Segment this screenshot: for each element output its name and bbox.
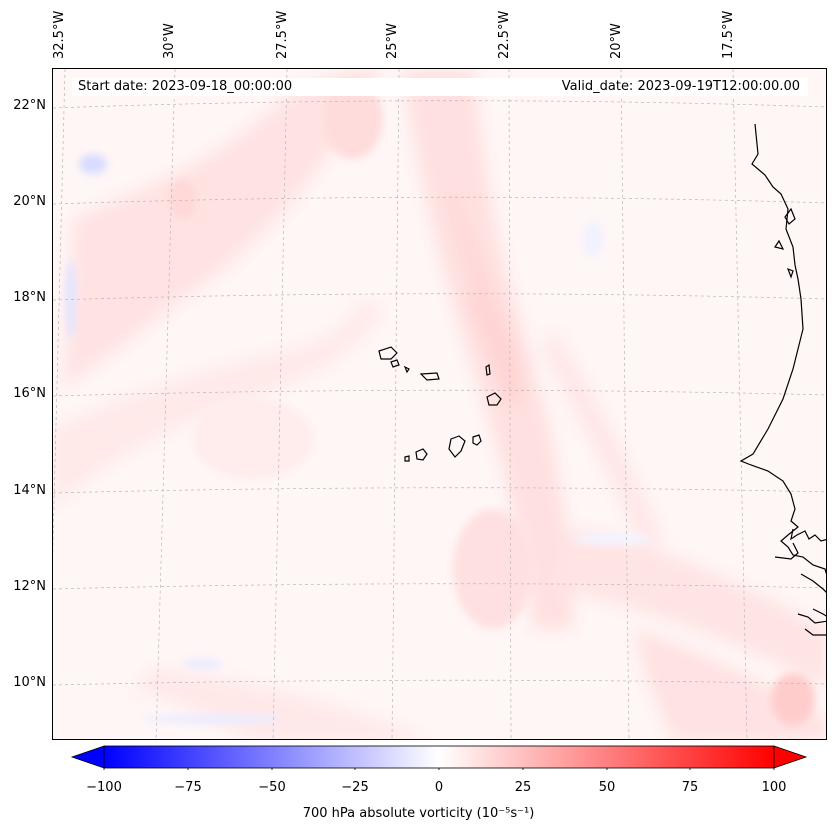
lon-label-22-5w: 22.5°W (497, 10, 512, 59)
lon-label-25w: 25°W (385, 23, 400, 59)
vorticity-map (52, 68, 827, 740)
positive-vorticity-bands (53, 69, 826, 739)
colorbar-tick-label: −50 (258, 780, 286, 795)
colorbar-tick-label: −75 (174, 780, 202, 795)
lat-label-12n: 12°N (13, 579, 46, 594)
date-info-bar: Start date: 2023-09-18_00:00:00 Valid_da… (72, 78, 808, 96)
colorbar-gradient (103, 745, 775, 769)
start-date-text: Start date: 2023-09-18_00:00:00 (78, 79, 293, 94)
coastlines (378, 123, 826, 636)
colorbar-tick-label: 0 (434, 780, 444, 795)
lon-label-17-5w: 17.5°W (721, 10, 736, 59)
lat-label-14n: 14°N (13, 483, 46, 498)
colorbar-tick-label: 50 (598, 780, 616, 795)
local-vorticity-features (169, 79, 815, 725)
colorbar-strip (70, 745, 808, 770)
lat-label-16n: 16°N (13, 386, 46, 401)
lat-label-10n: 10°N (13, 675, 46, 690)
colorbar-tick-label: −100 (86, 780, 122, 795)
colorbar-max-extend (773, 745, 808, 769)
negative-vorticity-features (66, 154, 653, 724)
valid-date-text: Valid_date: 2023-09-19T12:00:00.00 (561, 79, 800, 94)
colorbar-label: 700 hPa absolute vorticity (10⁻⁵s⁻¹) (302, 806, 535, 821)
colorbar-min-extend (70, 745, 105, 769)
lat-label-20n: 20°N (13, 194, 46, 209)
lon-label-30w: 30°W (162, 23, 177, 59)
colorbar-tick-label: 100 (761, 780, 787, 795)
colorbar-tick-label: 75 (681, 780, 699, 795)
graticule (53, 69, 826, 739)
colorbar-tick-label: −25 (341, 780, 369, 795)
lon-label-20w: 20°W (609, 23, 624, 59)
lon-label-32-5w: 32.5°W (52, 10, 67, 59)
colorbar-tick-label: 25 (514, 780, 532, 795)
vorticity-field (53, 69, 826, 739)
lat-label-18n: 18°N (13, 290, 46, 305)
lat-label-22n: 22°N (13, 98, 46, 113)
lon-label-27-5w: 27.5°W (275, 10, 290, 59)
colorbar-ticks (103, 768, 775, 770)
